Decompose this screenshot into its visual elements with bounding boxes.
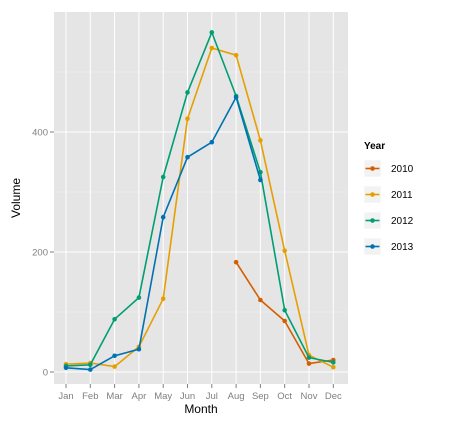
series-2010 [233,259,336,366]
x-tick-label: Jul [206,391,218,402]
data-point-2012 [282,307,288,313]
legend-label: 2010 [391,164,414,175]
x-tick-label: Mar [106,391,122,402]
data-point-2011 [185,116,190,122]
legend-key-point [370,218,375,223]
series-line-2011 [65,47,334,368]
x-tick-label: Nov [301,391,318,402]
x-tick-label: Jan [58,391,73,402]
data-point-2010 [258,297,263,303]
legend-key-point [370,244,375,249]
data-point-2013 [185,154,190,160]
data-point-2012 [88,362,93,368]
data-point-2011 [233,52,239,58]
series-2011 [63,45,336,370]
data-point-2010 [282,318,288,324]
legend-item-2012: 2012 [363,211,414,230]
data-point-2012 [209,30,215,35]
data-point-2010 [233,259,239,265]
y-tick-label: 200 [32,248,48,259]
series-2013 [63,94,263,372]
data-point-2013 [88,367,93,372]
y-axis-title: Volume [9,178,23,218]
x-tick-label: Oct [277,391,292,402]
legend-item-2010: 2010 [363,159,414,178]
x-tick-label: Apr [132,391,147,402]
legend-key-point [370,192,375,197]
data-point-2011 [282,248,288,254]
x-tick-label: Feb [82,391,98,402]
series-layer [63,30,336,372]
data-point-2011 [160,296,166,302]
data-point-2013 [63,365,69,371]
legend-item-2011: 2011 [363,185,413,204]
y-axis-ticks: 0 200 400 [32,128,54,379]
data-point-2012 [136,295,142,300]
data-point-2013 [233,94,239,100]
legend-label: 2013 [391,242,414,253]
data-point-2012 [185,90,190,95]
x-axis-ticks: Jan Feb Mar Apr May Jun Jul Aug Sep Oct Nov Dec [58,384,342,402]
plot-panel [54,12,348,384]
x-tick-label: Dec [325,391,342,402]
legend-title: Year [364,141,385,152]
data-point-2013 [160,214,166,220]
x-tick-label: May [154,391,172,402]
data-point-2011 [112,364,117,369]
legend-label: 2012 [391,216,414,227]
data-point-2010 [306,361,312,366]
x-tick-label: Jun [180,391,195,402]
data-point-2013 [209,139,215,145]
x-tick-label: Sep [252,391,269,402]
data-point-2011 [258,138,263,143]
data-point-2013 [258,177,263,183]
x-axis-title: Month [184,402,217,416]
legend-item-2013: 2013 [363,237,414,256]
data-point-2013 [136,346,142,352]
data-point-2011 [209,45,215,51]
legend: Year 2010 2011 2012 2013 [363,141,414,256]
x-tick-label: Aug [228,391,245,402]
data-point-2012 [306,355,312,360]
y-tick-label: 400 [32,128,48,139]
data-point-2013 [112,353,117,359]
data-point-2011 [331,364,336,370]
legend-key-point [370,166,375,171]
data-point-2012 [112,316,117,322]
data-point-2012 [160,174,166,180]
series-line-2012 [65,31,334,367]
legend-items: 2010 2011 2012 2013 [363,159,414,256]
data-point-2012 [331,360,336,365]
legend-label: 2011 [391,190,413,201]
y-tick-label: 0 [43,368,48,379]
